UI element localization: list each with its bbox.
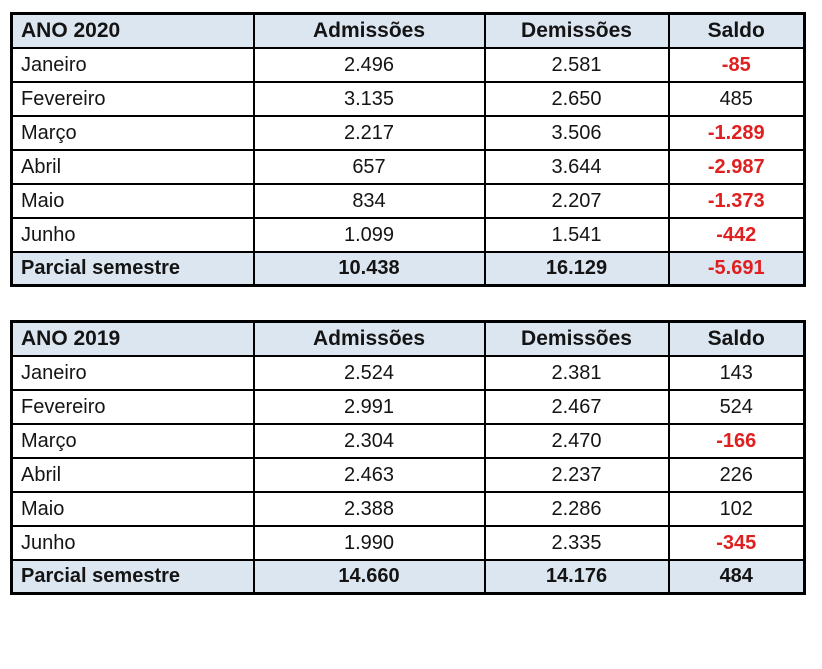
demissoes-value: 3.506 [483,114,670,151]
total-row-2020: Parcial semestre 10.438 16.129 -5.691 [10,250,806,287]
table-row-marco: Março 2.304 2.470 -166 [10,422,806,459]
table-row-abril: Abril 657 3.644 -2.987 [10,148,806,185]
admissoes-value: 2.463 [252,456,486,493]
saldo-value: 524 [667,388,806,425]
col-header-admissoes: Admissões [252,320,486,357]
saldo-value: 102 [667,490,806,527]
saldo-value: 143 [667,354,806,391]
month-label: Abril [10,456,255,493]
month-label: Maio [10,182,255,219]
table-row-fevereiro: Fevereiro 2.991 2.467 524 [10,388,806,425]
demissoes-value: 2.207 [483,182,670,219]
table-ano-2019: ANO 2019 Admissões Demissões Saldo Janei… [10,320,806,595]
col-header-admissoes: Admissões [252,12,486,49]
table-row-maio: Maio 2.388 2.286 102 [10,490,806,527]
table-2020-head: ANO 2020 Admissões Demissões Saldo [10,12,806,49]
admissoes-value: 2.217 [252,114,486,151]
demissoes-value: 2.467 [483,388,670,425]
total-label: Parcial semestre [10,250,255,287]
month-label: Junho [10,524,255,561]
month-label: Janeiro [10,46,255,83]
table-row-marco: Março 2.217 3.506 -1.289 [10,114,806,151]
table-title-2019: ANO 2019 [10,320,255,357]
total-admissoes-value: 10.438 [252,250,486,287]
demissoes-value: 2.335 [483,524,670,561]
col-header-demissoes: Demissões [483,12,670,49]
admissoes-value: 2.388 [252,490,486,527]
admissoes-value: 3.135 [252,80,486,117]
month-label: Fevereiro [10,388,255,425]
month-label: Março [10,114,255,151]
table-2019-body: Janeiro 2.524 2.381 143 Fevereiro 2.991 … [10,354,806,595]
demissoes-value: 1.541 [483,216,670,253]
admissoes-value: 834 [252,182,486,219]
table-row-janeiro: Janeiro 2.496 2.581 -85 [10,46,806,83]
table-row-junho: Junho 1.990 2.335 -345 [10,524,806,561]
table-row-janeiro: Janeiro 2.524 2.381 143 [10,354,806,391]
admissoes-value: 2.496 [252,46,486,83]
month-label: Junho [10,216,255,253]
saldo-value: -85 [667,46,806,83]
col-header-demissoes: Demissões [483,320,670,357]
saldo-value: -1.289 [667,114,806,151]
admissoes-value: 2.524 [252,354,486,391]
saldo-value: -345 [667,524,806,561]
admissoes-value: 2.304 [252,422,486,459]
month-label: Março [10,422,255,459]
header-row: ANO 2020 Admissões Demissões Saldo [10,12,806,49]
saldo-value: 226 [667,456,806,493]
table-row-junho: Junho 1.099 1.541 -442 [10,216,806,253]
demissoes-value: 2.237 [483,456,670,493]
total-saldo-value: 484 [667,558,806,595]
total-admissoes-value: 14.660 [252,558,486,595]
col-header-saldo: Saldo [667,12,806,49]
month-label: Janeiro [10,354,255,391]
total-demissoes-value: 16.129 [483,250,670,287]
month-label: Fevereiro [10,80,255,117]
table-row-fevereiro: Fevereiro 3.135 2.650 485 [10,80,806,117]
total-demissoes-value: 14.176 [483,558,670,595]
table-2019-head: ANO 2019 Admissões Demissões Saldo [10,320,806,357]
saldo-value: -442 [667,216,806,253]
admissoes-value: 1.099 [252,216,486,253]
admissoes-value: 657 [252,148,486,185]
month-label: Maio [10,490,255,527]
demissoes-value: 2.581 [483,46,670,83]
admissoes-value: 1.990 [252,524,486,561]
table-2020-body: Janeiro 2.496 2.581 -85 Fevereiro 3.135 … [10,46,806,287]
col-header-saldo: Saldo [667,320,806,357]
saldo-value: -1.373 [667,182,806,219]
page: ANO 2020 Admissões Demissões Saldo Janei… [10,12,806,595]
header-row: ANO 2019 Admissões Demissões Saldo [10,320,806,357]
total-saldo-value: -5.691 [667,250,806,287]
saldo-value: -2.987 [667,148,806,185]
demissoes-value: 2.381 [483,354,670,391]
saldo-value: -166 [667,422,806,459]
saldo-value: 485 [667,80,806,117]
admissoes-value: 2.991 [252,388,486,425]
demissoes-value: 3.644 [483,148,670,185]
table-row-abril: Abril 2.463 2.237 226 [10,456,806,493]
table-title-2020: ANO 2020 [10,12,255,49]
demissoes-value: 2.650 [483,80,670,117]
demissoes-value: 2.470 [483,422,670,459]
demissoes-value: 2.286 [483,490,670,527]
total-label: Parcial semestre [10,558,255,595]
month-label: Abril [10,148,255,185]
table-ano-2020: ANO 2020 Admissões Demissões Saldo Janei… [10,12,806,287]
total-row-2019: Parcial semestre 14.660 14.176 484 [10,558,806,595]
table-row-maio: Maio 834 2.207 -1.373 [10,182,806,219]
